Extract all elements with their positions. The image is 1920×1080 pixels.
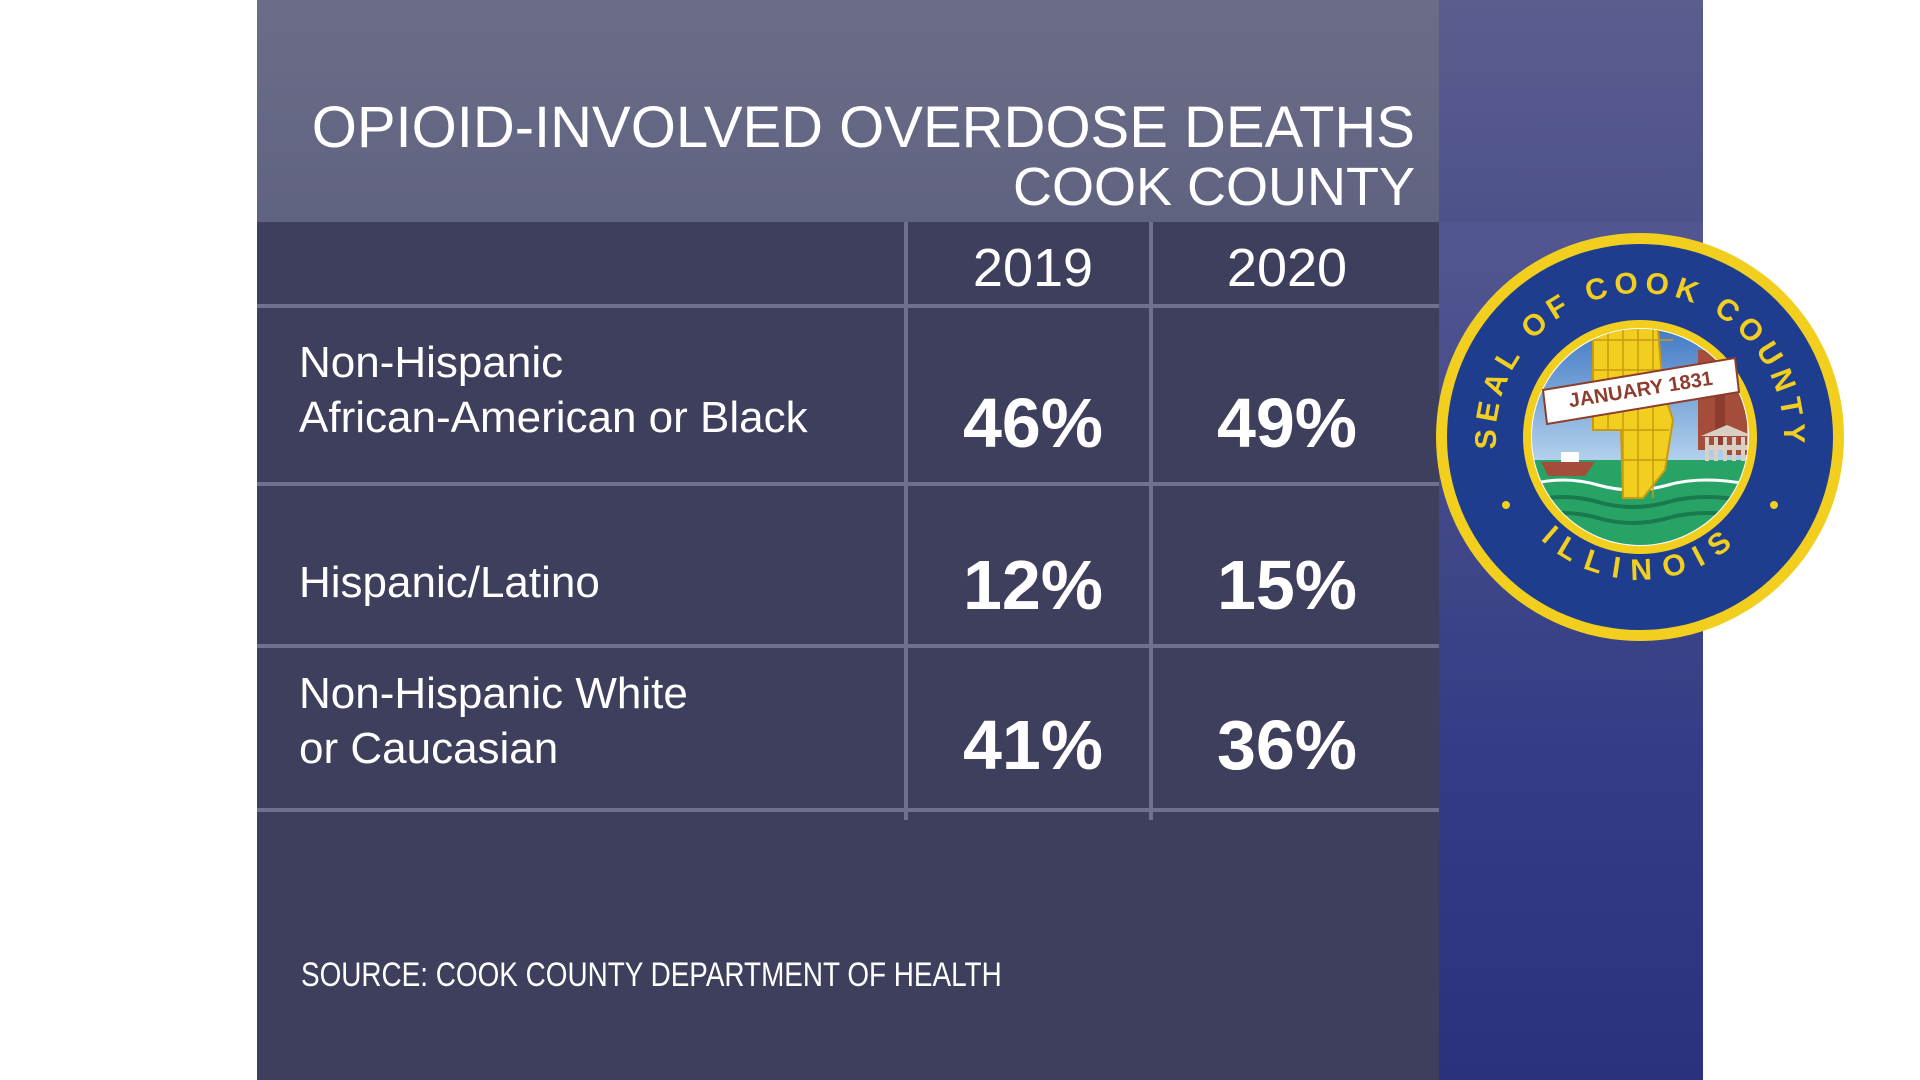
column-divider: [904, 222, 908, 820]
value-black-2019: 46%: [962, 384, 1104, 462]
chart-subtitle: COOK COUNTY: [1012, 157, 1415, 217]
row-label-line: Non-Hispanic: [299, 338, 564, 387]
column-divider: [1149, 222, 1153, 820]
row-label-white: Non-Hispanic White or Caucasian: [299, 666, 899, 776]
value-hispanic-2020: 15%: [1216, 546, 1358, 624]
source-note: SOURCE: COOK COUNTY DEPARTMENT OF HEALTH: [301, 956, 1002, 994]
chart-title: OPIOID-INVOLVED OVERDOSE DEATHS: [311, 95, 1415, 160]
sidebar-band-top: [1439, 0, 1703, 222]
table-panel: OPIOID-INVOLVED OVERDOSE DEATHS COOK COU…: [257, 0, 1439, 1080]
header: OPIOID-INVOLVED OVERDOSE DEATHS COOK COU…: [257, 0, 1439, 222]
seal-banner: [1541, 356, 1741, 426]
row-label-line: African-American or Black: [299, 393, 808, 442]
row-divider: [257, 644, 1439, 648]
value-white-2020: 36%: [1216, 706, 1358, 784]
column-header-2019: 2019: [972, 238, 1094, 298]
row-label-line: Hispanic/Latino: [299, 558, 600, 607]
value-hispanic-2019: 12%: [962, 546, 1104, 624]
cook-county-seal-icon: JANUARY 1831 SEAL OF COOK COUNTY ILLINOI…: [1436, 233, 1844, 641]
value-white-2019: 41%: [962, 706, 1104, 784]
value-black-2020: 49%: [1216, 384, 1358, 462]
row-divider: [257, 482, 1439, 486]
seal-dot: [1770, 501, 1778, 509]
column-header-2020: 2020: [1226, 238, 1348, 298]
row-divider: [257, 304, 1439, 308]
row-label-line: or Caucasian: [299, 724, 559, 773]
row-label-line: Non-Hispanic White: [299, 669, 688, 718]
row-label-hispanic: Hispanic/Latino: [299, 555, 899, 610]
row-label-black: Non-Hispanic African-American or Black: [299, 335, 899, 445]
seal-dot: [1502, 501, 1510, 509]
row-divider: [257, 808, 1439, 812]
